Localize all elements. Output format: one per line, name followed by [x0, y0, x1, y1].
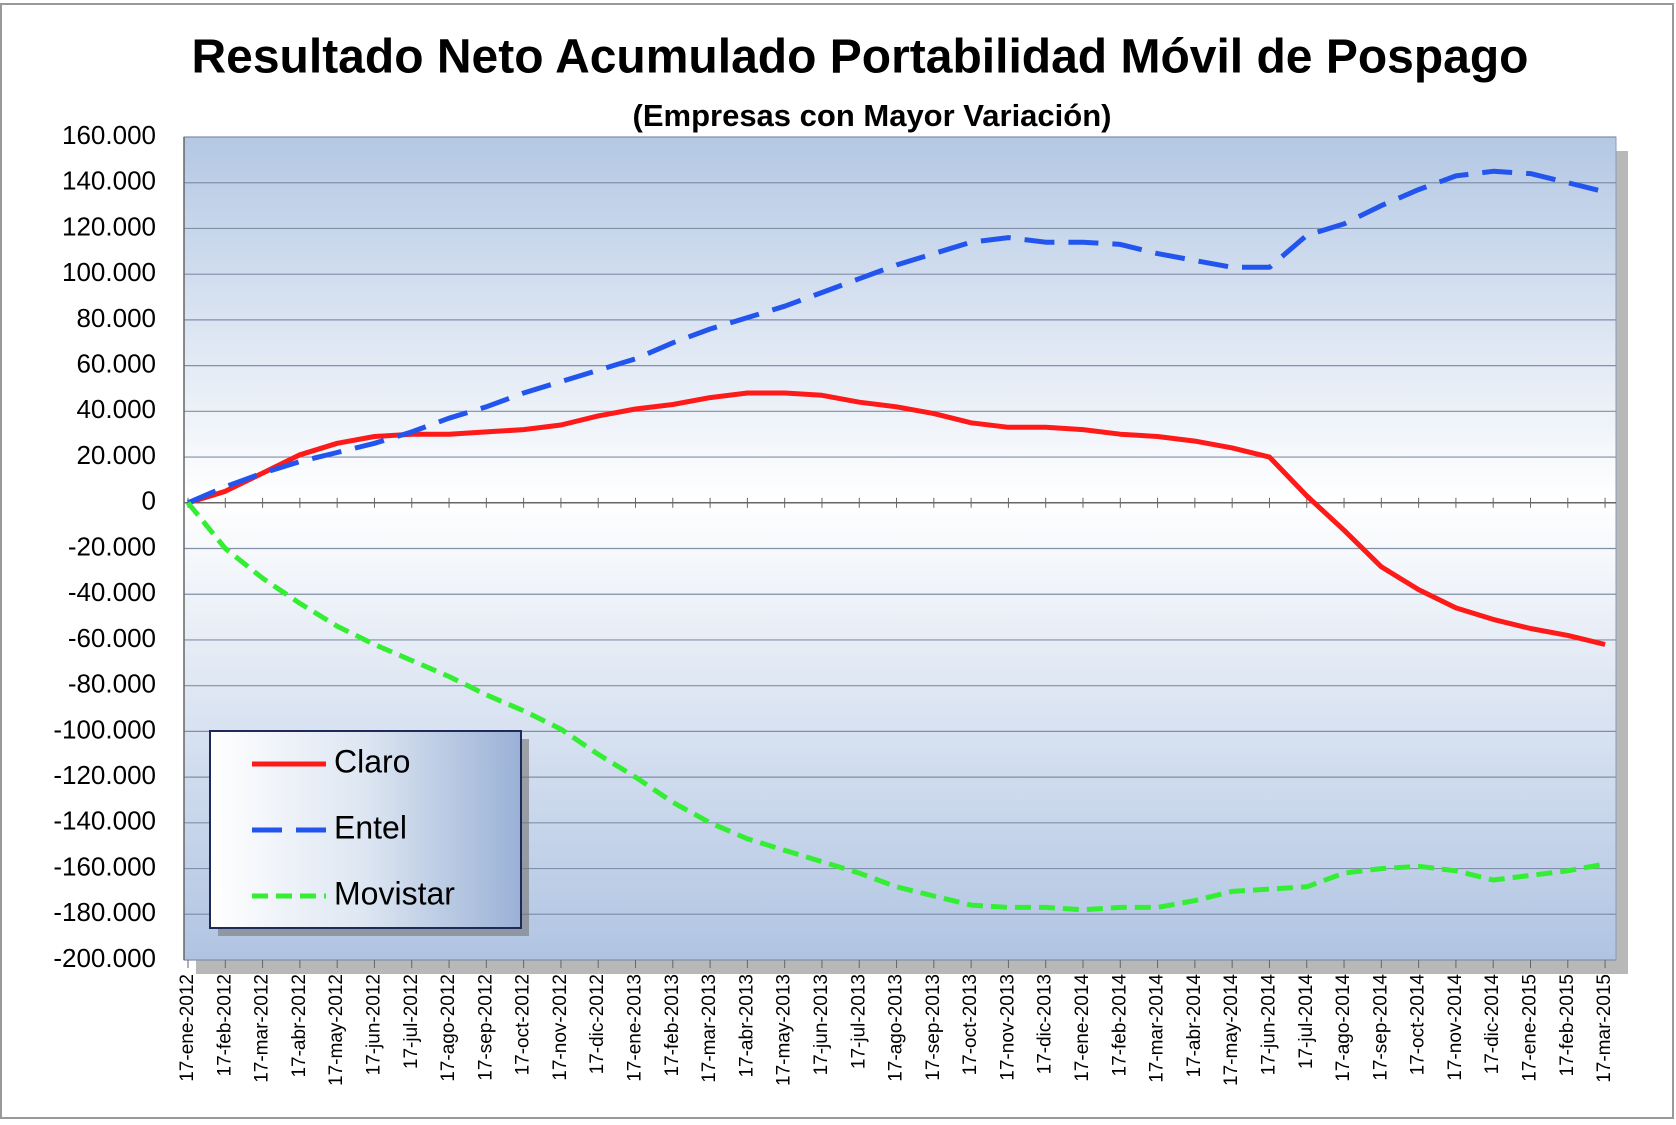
- legend-label: Claro: [334, 743, 410, 779]
- x-tick-label: 17-dic-2013: [1035, 974, 1056, 1074]
- x-tick-label: 17-jul-2014: [1296, 974, 1317, 1069]
- y-tick-label: 20.000: [76, 440, 156, 470]
- y-tick-label: -120.000: [53, 760, 156, 790]
- y-tick-label: -60.000: [68, 623, 156, 653]
- x-tick-label: 17-jun-2013: [811, 974, 832, 1075]
- x-tick-label: 17-jun-2014: [1258, 974, 1279, 1076]
- legend-label: Entel: [334, 809, 407, 845]
- y-tick-label: -200.000: [53, 943, 156, 973]
- x-tick-label: 17-feb-2012: [214, 974, 235, 1076]
- x-tick-label: 17-ago-2012: [438, 974, 459, 1082]
- x-tick-label: 17-abr-2013: [736, 974, 757, 1078]
- x-tick-label: 17-mar-2014: [1147, 974, 1168, 1083]
- x-tick-label: 17-feb-2015: [1557, 974, 1578, 1076]
- x-tick-label: 17-may-2012: [326, 974, 347, 1086]
- x-tick-label: 17-may-2013: [774, 974, 795, 1086]
- x-tick-label: 17-nov-2014: [1445, 974, 1466, 1081]
- y-tick-label: -40.000: [68, 577, 156, 607]
- line-series: [187, 168, 1606, 506]
- x-tick-label: 17-oct-2013: [960, 974, 981, 1075]
- x-tick-label: 17-ene-2012: [177, 974, 198, 1082]
- chart-subtitle: (Empresas con Mayor Variación): [633, 98, 1112, 133]
- y-tick-label: 0: [142, 486, 156, 516]
- x-tick-label: 17-ene-2015: [1520, 974, 1541, 1082]
- chart-title: Resultado Neto Acumulado Portabilidad Mó…: [191, 31, 1528, 84]
- y-tick-label: 100.000: [62, 257, 156, 287]
- y-tick-label: 80.000: [76, 303, 156, 333]
- x-tick-label: 17-mar-2012: [252, 974, 273, 1083]
- x-tick-label: 17-sep-2013: [923, 974, 944, 1081]
- line-series: [186, 501, 1606, 913]
- x-tick-label: 17-may-2014: [1221, 974, 1242, 1086]
- y-tick-label: 60.000: [76, 348, 156, 378]
- x-tick-label: 17-feb-2013: [662, 974, 683, 1076]
- y-tick-label: -140.000: [53, 806, 156, 836]
- x-tick-label: 17-jun-2012: [363, 974, 384, 1075]
- x-tick-label: 17-sep-2012: [475, 974, 496, 1081]
- x-tick-label: 17-dic-2014: [1482, 974, 1503, 1075]
- x-tick-label: 17-dic-2012: [587, 974, 608, 1074]
- y-tick-label: -80.000: [68, 669, 156, 699]
- x-tick-label: 17-mar-2015: [1594, 974, 1615, 1083]
- x-tick-label: 17-oct-2012: [513, 974, 534, 1075]
- y-tick-label: 120.000: [62, 211, 156, 241]
- y-tick-label: -100.000: [53, 714, 156, 744]
- x-tick-label: 17-abr-2012: [289, 974, 310, 1078]
- x-tick-label: 17-nov-2013: [997, 974, 1018, 1081]
- x-tick-label: 17-ene-2013: [625, 974, 646, 1082]
- x-tick-label: 17-jul-2013: [848, 974, 869, 1069]
- x-tick-label: 17-jul-2012: [401, 974, 422, 1069]
- y-tick-label: -160.000: [53, 851, 156, 881]
- x-tick-label: 17-abr-2014: [1184, 974, 1205, 1078]
- y-tick-label: 140.000: [62, 166, 156, 196]
- y-tick-label: -180.000: [53, 897, 156, 927]
- y-tick-label: -20.000: [68, 531, 156, 561]
- y-tick-label: 160.000: [62, 120, 156, 150]
- x-tick-label: 17-sep-2014: [1370, 974, 1391, 1081]
- x-tick-label: 17-ago-2014: [1333, 974, 1354, 1082]
- x-tick-label: 17-feb-2014: [1109, 974, 1130, 1077]
- line-series: [187, 390, 1606, 647]
- x-tick-label: 17-ene-2014: [1072, 974, 1093, 1082]
- y-tick-label: 40.000: [76, 394, 156, 424]
- x-tick-label: 17-mar-2013: [699, 974, 720, 1083]
- x-tick-label: 17-nov-2012: [550, 974, 571, 1081]
- x-tick-label: 17-ago-2013: [886, 974, 907, 1082]
- legend-label: Movistar: [334, 875, 455, 911]
- x-tick-label: 17-oct-2014: [1408, 974, 1429, 1076]
